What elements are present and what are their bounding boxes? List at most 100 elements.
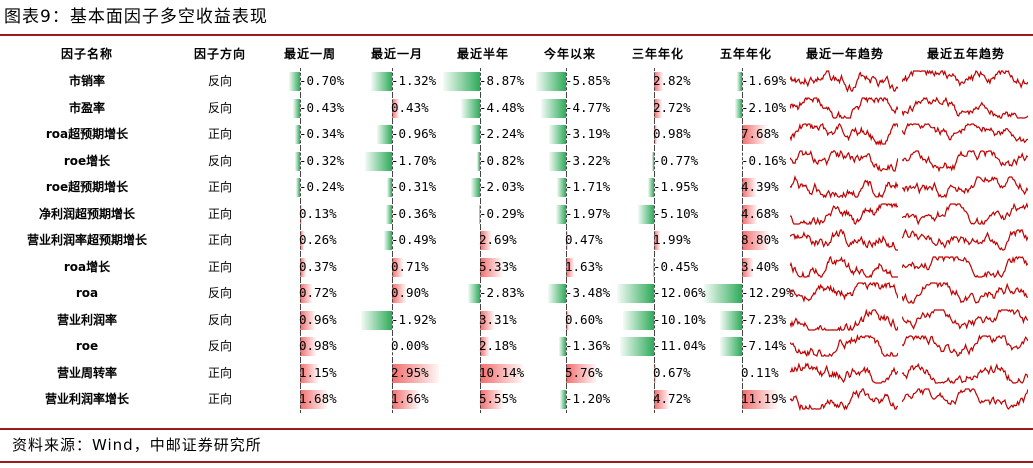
sparkline-path: [902, 122, 1028, 144]
value-label: 0.96%: [299, 311, 337, 327]
sparkline-path: [790, 122, 898, 146]
sparkline-trend-1y: [790, 70, 898, 93]
value-label: 0.13%: [299, 205, 337, 221]
sparkline-path: [790, 149, 898, 172]
value-bar: [654, 98, 663, 118]
value-label: 0.98%: [653, 126, 691, 141]
value-bar: [478, 204, 480, 224]
value-label: 7.68%: [741, 126, 779, 141]
value-label: 0.90%: [391, 285, 429, 300]
zero-axis: [300, 280, 301, 307]
sparkline-path: [902, 175, 1028, 199]
value-label: -1.71%: [565, 179, 611, 194]
sparkline-path: [790, 334, 898, 358]
sparkline-path: [790, 388, 898, 411]
value-label: 0.98%: [299, 338, 337, 353]
value-label: 0.60%: [565, 311, 603, 327]
value-label: -1.69%: [741, 73, 787, 88]
value-label: -0.43%: [299, 99, 345, 115]
value-label: -2.10%: [741, 99, 787, 115]
value-bar: [555, 204, 566, 224]
value-bar: [566, 257, 575, 277]
zero-axis: [566, 227, 567, 254]
sparkline-trend-1y: [790, 307, 898, 332]
zero-axis: [480, 280, 481, 307]
zero-axis: [654, 68, 655, 95]
sparkline-path: [790, 307, 898, 332]
value-label: 2.18%: [479, 338, 517, 353]
value-bar: [376, 125, 392, 144]
zero-axis: [300, 359, 301, 386]
value-bar: [384, 231, 392, 250]
value-bar: [654, 363, 657, 383]
sparkline-path: [790, 361, 898, 384]
zero-axis: [654, 333, 655, 360]
sparkline-path: [902, 69, 1028, 89]
zero-axis: [566, 147, 567, 174]
value-label: -0.29%: [479, 205, 525, 221]
table-row: 净利润超预期增长 正向 0.13% -0.36% -0.29% -1.97% -5.10% 4…: [0, 200, 1033, 227]
zero-axis: [480, 174, 481, 201]
value-label: -1.20%: [565, 391, 611, 406]
value-bar: [300, 337, 316, 356]
value-bar: [566, 363, 596, 383]
footer-rule: [0, 461, 1033, 463]
sparkline-path: [902, 362, 1028, 384]
zero-axis: [480, 333, 481, 360]
value-bar: [392, 284, 407, 303]
sparkline-path: [790, 281, 898, 303]
table-row: roa增长 正向 0.37% 0.71% 5.33% 1.63% -0.45% 3.40%: [0, 253, 1033, 280]
sparkline-trend-5y: [902, 69, 1028, 89]
zero-axis: [480, 68, 481, 95]
factor-direction: 反向: [207, 339, 232, 353]
value-bar: [386, 204, 392, 224]
table-row: 市盈率 反向 -0.43% 0.43% -4.48% -4.77% 2.72% -2.10%: [0, 94, 1033, 121]
bottom-rule: [0, 428, 1033, 430]
sparkline-trend-5y: [902, 122, 1028, 144]
value-bar: [566, 310, 570, 330]
sparkline-path: [790, 70, 898, 93]
value-label: -0.36%: [391, 205, 437, 221]
value-bar: [735, 98, 742, 118]
value-bar: [566, 231, 569, 250]
zero-axis: [654, 253, 655, 280]
value-bar: [647, 178, 654, 197]
sparkline-trend-5y: [902, 308, 1028, 330]
value-label: 0.11%: [741, 364, 779, 380]
table-row: roa超预期增长 正向 -0.34% -0.96% -2.24% -3.19% 0.98% 7…: [0, 121, 1033, 148]
value-bar: [387, 178, 392, 197]
sparkline-trend-5y: [902, 362, 1028, 384]
value-bar: [364, 151, 392, 171]
sparkline-trend-5y: [902, 96, 1028, 119]
value-label: -1.95%: [653, 179, 699, 194]
sparkline-path: [790, 201, 898, 226]
factor-direction: 正向: [207, 365, 232, 380]
figure-title: 图表9：基本面因子多空收益表现: [4, 7, 268, 27]
factor-direction: 正向: [207, 233, 232, 247]
value-bar: [300, 231, 305, 250]
sparkline-trend-1y: [790, 255, 898, 278]
zero-axis: [566, 253, 567, 280]
header-col-1w: 最近一周: [283, 47, 336, 61]
factor-name: roe超预期增长: [45, 180, 129, 194]
factor-name: 营业利润率: [56, 312, 117, 327]
zero-axis: [300, 253, 301, 280]
sparkline-path: [790, 229, 898, 251]
value-bar: [622, 310, 654, 330]
value-bar: [300, 257, 306, 277]
zero-axis: [480, 227, 481, 254]
zero-axis: [742, 227, 743, 254]
value-bar: [480, 390, 504, 409]
zero-axis: [742, 121, 743, 148]
zero-axis: [392, 333, 393, 360]
factor-name: 营业周转率: [56, 365, 117, 380]
value-bar: [300, 284, 312, 303]
sparkline-path: [902, 388, 1028, 410]
value-label: -0.77%: [653, 152, 699, 168]
value-label: 10.14%: [479, 364, 525, 380]
factor-direction: 正向: [207, 180, 232, 194]
zero-axis: [654, 280, 655, 307]
zero-axis: [300, 227, 301, 254]
sparkline-trend-1y: [790, 149, 898, 172]
value-bar: [742, 204, 757, 224]
